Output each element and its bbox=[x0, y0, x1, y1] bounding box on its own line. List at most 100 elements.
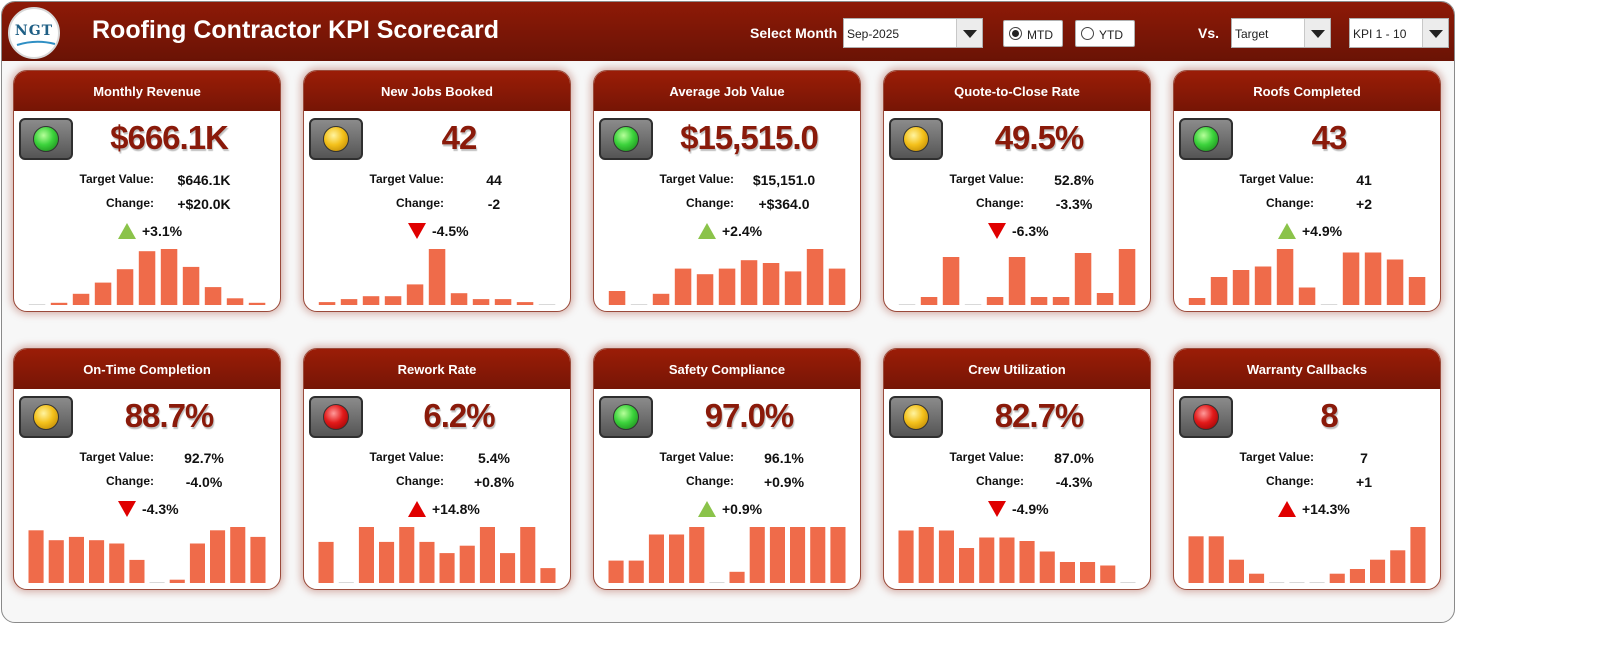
trend-bar-chart bbox=[608, 527, 846, 583]
trend-bar bbox=[459, 545, 475, 583]
kpi-title: Crew Utilization bbox=[968, 362, 1066, 377]
kpi-title: Quote-to-Close Rate bbox=[954, 84, 1080, 99]
logo-swoosh-icon bbox=[16, 40, 56, 46]
radio-selected-icon[interactable] bbox=[1009, 27, 1022, 40]
change-label: Change: bbox=[976, 196, 1024, 210]
mtd-radio[interactable]: MTD bbox=[1003, 20, 1063, 47]
page-title: Roofing Contractor KPI Scorecard bbox=[92, 16, 499, 44]
status-light-icon bbox=[33, 404, 59, 430]
change-value: +0.8% bbox=[473, 474, 515, 490]
trend-bar bbox=[608, 291, 626, 305]
down-arrow-icon bbox=[118, 501, 136, 517]
kpi-card-header: Quote-to-Close Rate bbox=[884, 71, 1150, 111]
kpi-card: On-Time Completion 88.7% Target Value: 92.7… bbox=[13, 348, 281, 590]
trend-bar bbox=[338, 582, 354, 583]
trend-bar bbox=[898, 304, 916, 305]
change-label: Change: bbox=[106, 474, 154, 488]
percent-change: +0.9% bbox=[698, 499, 838, 519]
kpi-card-header: Warranty Callbacks bbox=[1174, 349, 1440, 389]
radio-unselected-icon[interactable] bbox=[1081, 27, 1094, 40]
trend-bar bbox=[1096, 293, 1114, 305]
change-value: +$20.0K bbox=[177, 196, 231, 212]
trend-bar-chart bbox=[1188, 527, 1426, 583]
change-value: -2 bbox=[487, 196, 501, 212]
percent-change: -6.3% bbox=[988, 221, 1128, 241]
chevron-down-icon[interactable] bbox=[956, 19, 982, 47]
trend-bar bbox=[999, 537, 1015, 583]
down-arrow-icon bbox=[988, 223, 1006, 239]
change-value: +2 bbox=[1356, 196, 1372, 212]
target-value: 87.0% bbox=[1054, 450, 1094, 466]
kpi-range-dropdown[interactable]: KPI 1 - 10 bbox=[1349, 18, 1449, 48]
kpi-title: Rework Rate bbox=[397, 362, 477, 377]
trend-bar bbox=[718, 268, 736, 305]
logo-text: NGT bbox=[14, 23, 54, 39]
percent-change: +14.8% bbox=[408, 499, 548, 519]
month-dropdown[interactable]: Sep-2025 bbox=[843, 18, 983, 48]
trend-bar bbox=[210, 530, 226, 583]
kpi-card-header: Rework Rate bbox=[304, 349, 570, 389]
up-arrow-icon bbox=[408, 501, 426, 517]
trend-bar bbox=[50, 302, 68, 305]
trend-bar bbox=[674, 268, 692, 305]
trend-bar bbox=[749, 527, 765, 583]
trend-bar bbox=[1370, 559, 1386, 583]
trend-bar bbox=[652, 293, 670, 305]
trend-bar bbox=[419, 541, 435, 583]
kpi-card-header: Roofs Completed bbox=[1174, 71, 1440, 111]
trend-bar bbox=[784, 271, 802, 305]
trend-bar bbox=[340, 299, 358, 305]
trend-bar bbox=[1329, 573, 1345, 583]
trend-bar bbox=[1188, 298, 1206, 305]
kpi-actual-value: 8 bbox=[1320, 397, 1338, 434]
trend-bar bbox=[182, 266, 200, 305]
chevron-down-icon[interactable] bbox=[1422, 19, 1448, 47]
kpi-card-header: New Jobs Booked bbox=[304, 71, 570, 111]
percent-change: +14.3% bbox=[1278, 499, 1418, 519]
trend-bar bbox=[1100, 565, 1116, 583]
kpi-card-header: Average Job Value bbox=[594, 71, 860, 111]
trend-bar bbox=[230, 527, 246, 583]
trend-bar bbox=[362, 296, 380, 305]
trend-bar bbox=[1232, 270, 1250, 305]
change-label: Change: bbox=[1266, 196, 1314, 210]
trend-bar bbox=[689, 527, 705, 583]
status-light-icon bbox=[33, 126, 59, 152]
kpi-actual-value: 43 bbox=[1311, 119, 1348, 156]
percent-change-value: +3.1% bbox=[142, 223, 183, 239]
chevron-down-icon[interactable] bbox=[1304, 19, 1330, 47]
trend-bar bbox=[806, 249, 824, 305]
comparison-dropdown[interactable]: Target bbox=[1231, 18, 1331, 48]
trend-bar bbox=[428, 249, 446, 305]
trend-bar bbox=[384, 296, 402, 305]
change-value: -3.3% bbox=[1055, 196, 1093, 212]
ytd-radio[interactable]: YTD bbox=[1075, 20, 1135, 47]
trend-bar bbox=[740, 260, 758, 305]
status-light-icon bbox=[903, 126, 929, 152]
trend-bar bbox=[89, 540, 105, 583]
trend-bar bbox=[399, 527, 415, 583]
kpi-title: On-Time Completion bbox=[83, 362, 211, 377]
trend-bar bbox=[358, 527, 374, 583]
percent-change: +2.4% bbox=[698, 221, 838, 241]
change-value: +1 bbox=[1356, 474, 1372, 490]
trend-bar bbox=[516, 302, 534, 305]
percent-change: -4.9% bbox=[988, 499, 1128, 519]
target-label: Target Value: bbox=[659, 450, 734, 464]
kpi-card-header: Monthly Revenue bbox=[14, 71, 280, 111]
traffic-light-icon bbox=[19, 118, 73, 160]
change-label: Change: bbox=[686, 196, 734, 210]
percent-change-value: +2.4% bbox=[722, 223, 763, 239]
trend-bar bbox=[138, 251, 156, 305]
kpi-title: Monthly Revenue bbox=[93, 84, 201, 99]
status-light-icon bbox=[323, 404, 349, 430]
trend-bar bbox=[540, 568, 556, 583]
percent-change-value: +14.8% bbox=[432, 501, 480, 517]
trend-bar bbox=[918, 527, 934, 583]
trend-bar bbox=[94, 282, 112, 305]
status-light-icon bbox=[613, 404, 639, 430]
trend-bar bbox=[696, 274, 714, 305]
trend-bar bbox=[1118, 249, 1136, 305]
status-light-icon bbox=[903, 404, 929, 430]
traffic-light-icon bbox=[889, 396, 943, 438]
